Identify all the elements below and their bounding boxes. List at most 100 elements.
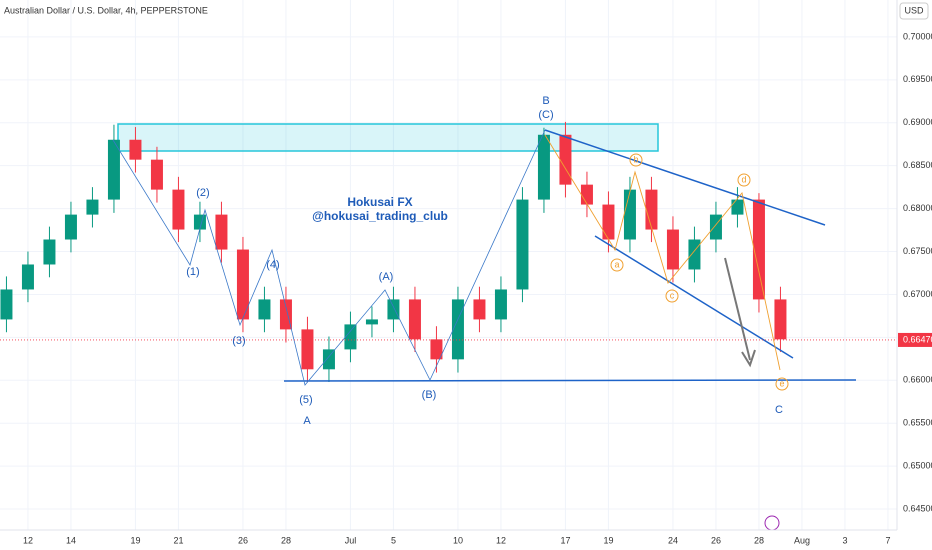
x-tick-label: Aug (794, 535, 810, 545)
annotation: (2) (196, 187, 209, 199)
drawings (112, 129, 857, 531)
candle-body (344, 324, 357, 350)
x-tick-label: 17 (560, 535, 570, 545)
last-price-label: 0.66470 (903, 334, 932, 344)
annotation: (C) (538, 109, 553, 121)
event-icon[interactable] (764, 515, 780, 531)
last-price-badge (898, 332, 932, 347)
watermark: @hokusai_trading_club (312, 209, 448, 223)
x-tick-label: 28 (754, 535, 764, 545)
annotation: a (614, 259, 619, 269)
candle-body (279, 299, 292, 330)
candle-body (580, 184, 593, 205)
candle-body (365, 319, 378, 325)
candle-body (688, 239, 701, 270)
x-tick-label: 5 (391, 535, 396, 545)
candle-body (129, 139, 142, 160)
annotation: e (779, 378, 784, 388)
currency: USD (904, 5, 924, 15)
x-tick-label: 26 (711, 535, 721, 545)
x-tick-label: 3 (842, 535, 847, 545)
candle-body (0, 289, 13, 320)
trend-line (594, 235, 794, 359)
annotation: A (303, 415, 311, 427)
wave-line (544, 134, 781, 371)
watermark: Hokusai FX (347, 195, 412, 209)
x-tick-label: Jul (345, 535, 357, 545)
trend-line (544, 129, 826, 226)
candle-body (172, 189, 185, 230)
candle-body (107, 139, 120, 200)
candle-body (236, 249, 249, 320)
candle-body (752, 199, 765, 300)
x-tick-label: 19 (603, 535, 613, 545)
candle-body (473, 299, 486, 320)
wave-circle (737, 173, 751, 187)
candle-body (645, 189, 658, 230)
candle-body (709, 214, 722, 240)
x-tick-label: 7 (885, 535, 890, 545)
annotation: (5) (299, 394, 312, 406)
supply-zone (117, 123, 659, 152)
wave-circle (665, 289, 679, 303)
candle-body (43, 239, 56, 265)
x-tick-label: 26 (238, 535, 248, 545)
annotation: d (741, 174, 746, 184)
x-tick-label: 21 (173, 535, 183, 545)
candle-body (666, 229, 679, 270)
x-tick-label: 12 (23, 535, 33, 545)
candle-body (258, 299, 271, 320)
x-tick-label: 19 (130, 535, 140, 545)
annotation: B (542, 95, 549, 107)
candle-body (21, 264, 34, 290)
arrow (724, 257, 751, 361)
x-tick-label: 28 (281, 535, 291, 545)
annotation: C (775, 404, 783, 416)
wave-circle (610, 258, 624, 272)
candle-body (430, 339, 443, 360)
x-tick-label: 10 (453, 535, 463, 545)
support-line (283, 379, 857, 382)
candle-body (451, 299, 464, 360)
x-tick-label: 12 (496, 535, 506, 545)
annotation: c (670, 290, 675, 300)
candle-body (731, 199, 744, 215)
wave-circle (775, 377, 789, 391)
annotation: (4) (266, 259, 279, 271)
candle-body (494, 289, 507, 320)
candle-body (537, 134, 550, 200)
chart-title: Australian Dollar / U.S. Dollar, 4h, PEP… (4, 5, 208, 15)
candles (0, 121, 787, 383)
candle-body (774, 299, 787, 340)
currency-button[interactable] (899, 2, 929, 20)
candle-body (215, 214, 228, 250)
annotation: (B) (422, 389, 437, 401)
wave-line (112, 129, 546, 386)
candle-body (86, 199, 99, 215)
x-tick-label: 24 (668, 535, 678, 545)
candle-body (623, 189, 636, 240)
candle-body (322, 349, 335, 370)
wave-circle (629, 153, 643, 167)
arrow-head (741, 349, 756, 368)
annotation: b (633, 154, 638, 164)
candle-body (516, 199, 529, 290)
candle-body (64, 214, 77, 240)
candle-body (301, 329, 314, 370)
candle-body (559, 134, 572, 185)
y-tick-label: 0.70000 (903, 31, 932, 41)
annotation: (A) (379, 271, 394, 283)
candle-body (387, 299, 400, 320)
candle-body (408, 299, 421, 340)
